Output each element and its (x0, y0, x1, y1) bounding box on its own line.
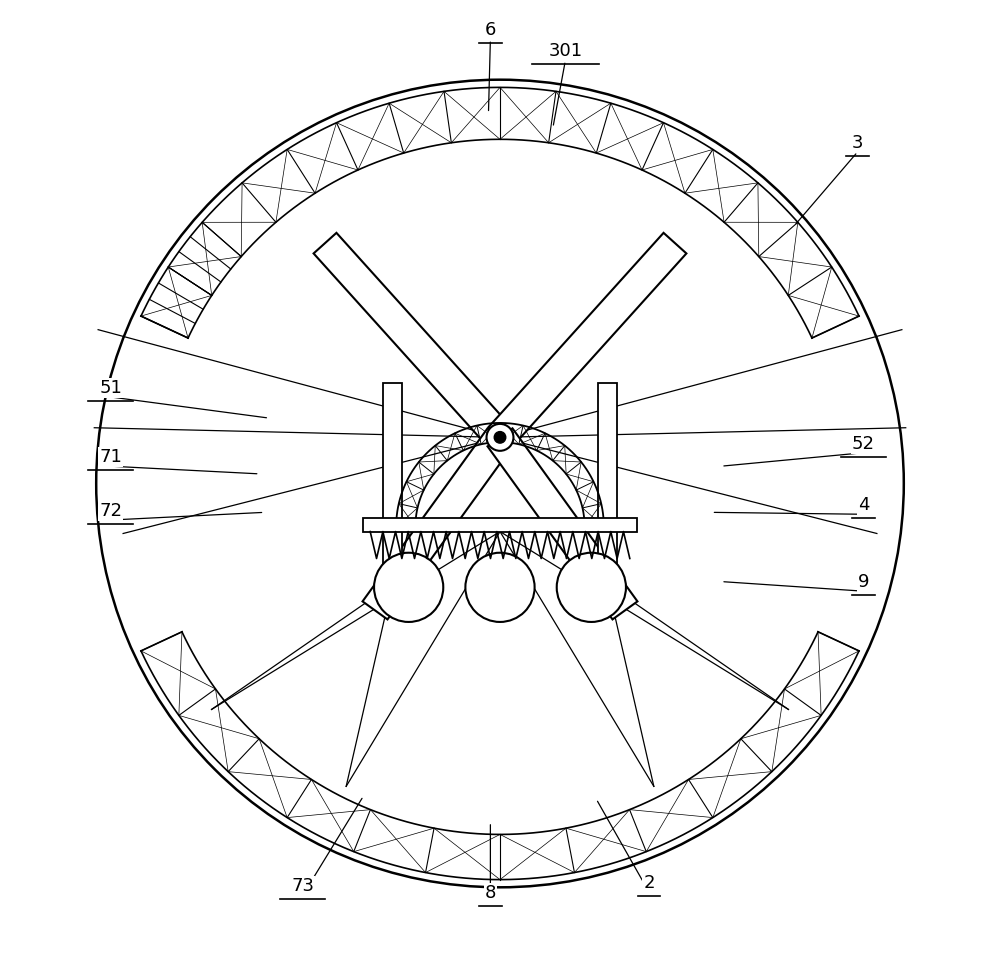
Text: 3: 3 (852, 133, 863, 152)
Text: 6: 6 (485, 21, 496, 40)
Polygon shape (314, 233, 511, 448)
Circle shape (487, 424, 513, 451)
Text: 51: 51 (99, 379, 122, 397)
Bar (383, 383, 402, 584)
Text: 71: 71 (99, 448, 122, 466)
Text: 8: 8 (485, 884, 496, 902)
Circle shape (465, 553, 535, 622)
Text: 9: 9 (858, 573, 869, 591)
Polygon shape (488, 428, 637, 620)
Text: 52: 52 (852, 435, 875, 453)
Text: 2: 2 (643, 874, 655, 893)
Polygon shape (363, 428, 512, 620)
Text: 72: 72 (99, 502, 122, 520)
Bar (598, 383, 617, 584)
Circle shape (557, 553, 626, 622)
Polygon shape (489, 233, 686, 448)
Circle shape (494, 431, 506, 443)
Text: 301: 301 (548, 43, 582, 61)
Circle shape (374, 553, 443, 622)
Bar (363, 518, 637, 532)
Text: 4: 4 (858, 496, 869, 514)
Text: 73: 73 (291, 877, 314, 895)
